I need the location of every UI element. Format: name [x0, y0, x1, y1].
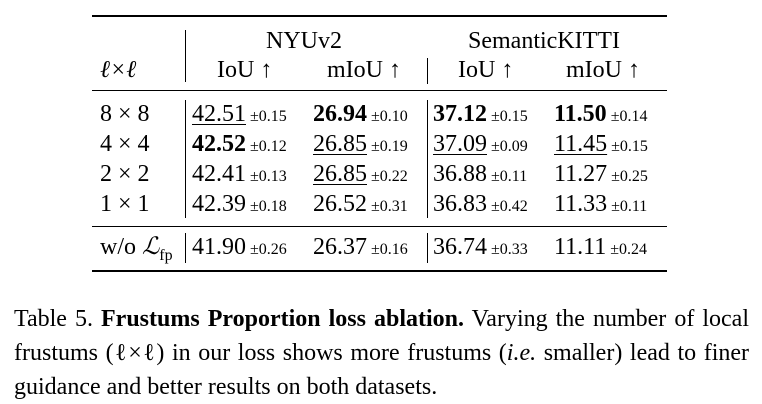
- cell-kitti-miou: 11.50 ±0.14: [554, 100, 647, 131]
- cell-std: ±0.10: [371, 108, 408, 125]
- table-bottom-rule: [92, 270, 667, 272]
- caption-title: Frustums Proportion loss ablation.: [101, 306, 465, 332]
- cell-std: ±0.11: [491, 168, 528, 185]
- cell-std: ±0.15: [250, 108, 287, 125]
- loss-subscript: fp: [159, 246, 173, 264]
- cell-value: 11.27: [554, 161, 608, 187]
- cell-nyu-iou: 42.39 ±0.18: [192, 190, 287, 221]
- cell-value: 26.94: [313, 101, 367, 127]
- table-caption: Table 5. Frustums Proportion loss ablati…: [14, 302, 749, 404]
- caption-ie: i.e.: [506, 340, 537, 366]
- ablation-prefix: w/o: [100, 234, 142, 260]
- cell-value: 36.88: [433, 161, 487, 187]
- cell-std: ±0.12: [250, 138, 287, 155]
- cell-std: ±0.22: [371, 168, 408, 185]
- cell-value: 42.41: [192, 161, 246, 187]
- cell-kitti-iou: 36.88 ±0.11: [433, 160, 527, 191]
- cell-value: 42.52: [192, 131, 246, 157]
- cell-std: ±0.31: [371, 198, 408, 215]
- cell-std: ±0.15: [491, 108, 528, 125]
- row-label: 4 × 4: [100, 131, 150, 157]
- cell-kitti-iou: 37.09 ±0.09: [433, 130, 528, 161]
- cell-std: ±0.14: [610, 108, 648, 125]
- loss-symbol: ℒ: [142, 234, 160, 260]
- cell-std: ±0.25: [611, 168, 648, 185]
- cell-std: ±0.15: [611, 138, 648, 155]
- cell-kitti-iou: 37.12 ±0.15: [433, 100, 528, 131]
- table-top-rule: [92, 15, 667, 17]
- cell-nyu-iou: 42.51 ±0.15: [192, 100, 287, 131]
- cell-value: 11.33: [554, 191, 608, 217]
- cell-value: 26.52: [313, 191, 367, 217]
- cell-nyu-miou: 26.85 ±0.19: [313, 130, 408, 161]
- cell-std: ±0.33: [491, 241, 528, 258]
- cell-value: 42.39: [192, 191, 246, 217]
- row-label-divider: [185, 100, 186, 218]
- metric-header-nyu-iou: IoU ↑: [217, 57, 273, 83]
- cell-value: 26.37: [313, 234, 367, 260]
- group-header-semantickitti: SemanticKITTI: [468, 28, 620, 54]
- cell-value: 11.11: [554, 234, 607, 260]
- cell-value: 42.51: [192, 101, 246, 127]
- cell-kitti-miou: 11.45 ±0.15: [554, 130, 648, 161]
- cell-kitti-miou: 11.27 ±0.25: [554, 160, 648, 191]
- cell-nyu-iou: 41.90 ±0.26: [192, 233, 287, 264]
- metric-header-kitti-miou: mIoU ↑: [566, 57, 640, 83]
- cell-value: 11.45: [554, 131, 608, 157]
- group-header-nyuv2: NYUv2: [266, 28, 342, 54]
- table-header-rule: [92, 90, 667, 91]
- ablation-row-label: w/o ℒfp: [100, 233, 173, 270]
- dataset-divider: [427, 233, 428, 263]
- cell-value: 36.83: [433, 191, 487, 217]
- row-label: 2 × 2: [100, 161, 150, 187]
- cell-kitti-iou: 36.83 ±0.42: [433, 190, 528, 221]
- cell-std: ±0.42: [491, 198, 528, 215]
- cell-value: 41.90: [192, 234, 246, 260]
- cell-std: ±0.11: [611, 198, 648, 215]
- row-label: 1 × 1: [100, 191, 150, 217]
- cell-std: ±0.26: [250, 241, 287, 258]
- cell-std: ±0.19: [371, 138, 408, 155]
- table-ablation-rule: [92, 226, 667, 227]
- cell-value: 37.12: [433, 101, 487, 127]
- cell-std: ±0.09: [491, 138, 528, 155]
- cell-std: ±0.24: [610, 241, 647, 258]
- cell-value: 11.50: [554, 101, 607, 127]
- cell-value: 36.74: [433, 234, 487, 260]
- metric-header-nyu-miou: mIoU ↑: [327, 57, 401, 83]
- row-label-divider: [185, 30, 186, 82]
- cell-value: 26.85: [313, 161, 367, 187]
- cell-nyu-miou: 26.85 ±0.22: [313, 160, 408, 191]
- cell-nyu-iou: 42.41 ±0.13: [192, 160, 287, 191]
- caption-text-after: smaller) lead to finer guidance and bett…: [14, 340, 749, 400]
- dataset-divider: [427, 58, 428, 84]
- cell-std: ±0.13: [250, 168, 287, 185]
- cell-nyu-miou: 26.37 ±0.16: [313, 233, 408, 264]
- row-label-divider: [185, 233, 186, 263]
- cell-std: ±0.16: [371, 241, 408, 258]
- cell-std: ±0.18: [250, 198, 287, 215]
- cell-nyu-miou: 26.52 ±0.31: [313, 190, 408, 221]
- cell-value: 26.85: [313, 131, 367, 157]
- row-label: 8 × 8: [100, 101, 150, 127]
- caption-number: Table 5.: [14, 306, 93, 332]
- metric-header-kitti-iou: IoU ↑: [458, 57, 514, 83]
- cell-kitti-miou: 11.11 ±0.24: [554, 233, 647, 264]
- corner-label: ℓ×ℓ: [100, 57, 137, 83]
- cell-kitti-miou: 11.33 ±0.11: [554, 190, 647, 221]
- cell-nyu-miou: 26.94 ±0.10: [313, 100, 408, 131]
- cell-value: 37.09: [433, 131, 487, 157]
- dataset-divider: [427, 100, 428, 218]
- cell-nyu-iou: 42.52 ±0.12: [192, 130, 287, 161]
- caption-text-before: Varying the number of local frustums (ℓ×…: [14, 306, 749, 366]
- cell-kitti-iou: 36.74 ±0.33: [433, 233, 528, 264]
